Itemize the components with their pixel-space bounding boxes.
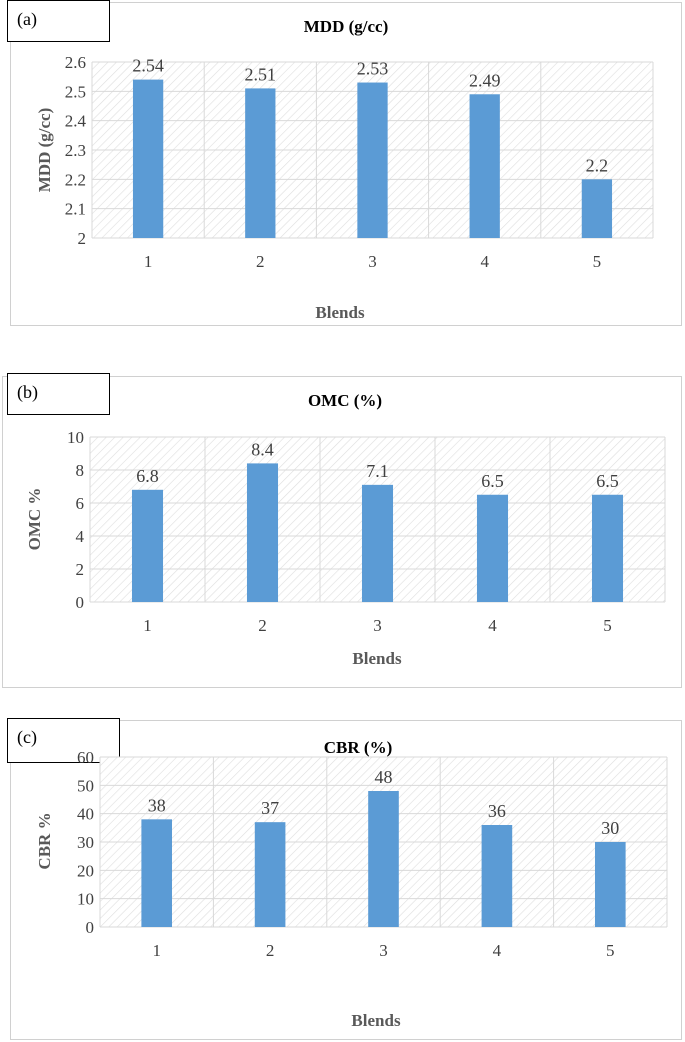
y-tick-label: 2.3 bbox=[65, 141, 86, 160]
data-label: 2.2 bbox=[586, 155, 609, 175]
y-tick-label: 0 bbox=[86, 918, 95, 937]
y-tick-label: 2.5 bbox=[65, 82, 86, 101]
x-tick-label: 4 bbox=[493, 941, 502, 960]
data-label: 2.49 bbox=[469, 70, 501, 90]
y-axis-label: CBR % bbox=[35, 812, 54, 869]
x-tick-label: 3 bbox=[379, 941, 388, 960]
x-tick-label: 2 bbox=[266, 941, 275, 960]
chart-title: OMC (%) bbox=[308, 391, 382, 410]
x-tick-label: 5 bbox=[593, 252, 602, 271]
data-label: 2.54 bbox=[132, 56, 164, 76]
y-tick-label: 2.6 bbox=[65, 53, 86, 72]
x-tick-label: 5 bbox=[606, 941, 615, 960]
data-label: 38 bbox=[148, 795, 166, 815]
x-tick-label: 1 bbox=[152, 941, 161, 960]
data-label: 8.4 bbox=[251, 439, 274, 459]
bar bbox=[469, 94, 500, 239]
y-tick-label: 0 bbox=[76, 593, 85, 612]
y-tick-label: 2.2 bbox=[65, 170, 86, 189]
x-tick-label: 3 bbox=[368, 252, 377, 271]
y-tick-label: 2 bbox=[76, 560, 85, 579]
x-tick-label: 2 bbox=[258, 616, 267, 635]
y-axis-label: MDD (g/cc) bbox=[35, 108, 54, 193]
bar bbox=[594, 842, 626, 927]
bar bbox=[476, 494, 509, 602]
y-tick-label: 10 bbox=[67, 428, 84, 447]
y-tick-label: 6 bbox=[76, 494, 85, 513]
data-label: 6.5 bbox=[481, 471, 504, 491]
data-label: 6.5 bbox=[596, 471, 619, 491]
bar-chart-a: 2 2.1 2.2 2.3 2.4 2.5 2.6 2.54 1 2.51 2 2.53 3 2.49 4 2… bbox=[35, 17, 654, 322]
panel-tag-a: (a) bbox=[7, 0, 110, 42]
data-label: 48 bbox=[375, 767, 393, 787]
bar bbox=[361, 484, 394, 602]
x-tick-label: 3 bbox=[373, 616, 382, 635]
y-tick-label: 4 bbox=[76, 527, 85, 546]
data-label: 6.8 bbox=[136, 466, 159, 486]
x-tick-label: 4 bbox=[480, 252, 489, 271]
y-tick-label: 2 bbox=[78, 229, 87, 248]
x-tick-label: 2 bbox=[256, 252, 265, 271]
y-tick-label: 30 bbox=[77, 833, 94, 852]
y-axis-label: OMC % bbox=[25, 488, 44, 551]
bar bbox=[368, 791, 399, 927]
bar bbox=[481, 825, 513, 927]
panel-tag-b: (b) bbox=[7, 373, 110, 415]
chart-title: CBR (%) bbox=[324, 738, 392, 757]
y-tick-label: 8 bbox=[76, 461, 85, 480]
y-tick-label: 40 bbox=[77, 805, 94, 824]
x-tick-label: 1 bbox=[143, 616, 152, 635]
y-tick-label: 50 bbox=[77, 776, 94, 795]
data-label: 37 bbox=[261, 798, 279, 818]
y-tick-label: 60 bbox=[77, 748, 94, 767]
bar bbox=[245, 88, 276, 239]
bar bbox=[132, 79, 164, 238]
data-label: 30 bbox=[601, 818, 619, 838]
x-axis-label: Blends bbox=[351, 1011, 401, 1030]
x-tick-label: 4 bbox=[488, 616, 497, 635]
panel-tag-c: (c) bbox=[7, 718, 120, 763]
bar bbox=[141, 819, 173, 927]
data-label: 2.51 bbox=[245, 64, 277, 84]
data-label: 2.53 bbox=[357, 59, 389, 79]
bar bbox=[131, 489, 164, 602]
y-tick-label: 20 bbox=[77, 861, 94, 880]
data-label: 7.1 bbox=[366, 461, 389, 481]
bar bbox=[591, 494, 624, 602]
bar bbox=[246, 463, 279, 602]
y-tick-label: 2.1 bbox=[65, 200, 86, 219]
chart-title: MDD (g/cc) bbox=[304, 17, 389, 36]
x-axis-label: Blends bbox=[352, 649, 402, 668]
data-label: 36 bbox=[488, 801, 506, 821]
bar bbox=[581, 179, 613, 238]
y-tick-label: 2.4 bbox=[65, 112, 87, 131]
x-tick-label: 1 bbox=[144, 252, 153, 271]
bar bbox=[254, 822, 286, 927]
y-tick-label: 10 bbox=[77, 890, 94, 909]
bar bbox=[357, 82, 388, 239]
x-axis-label: Blends bbox=[315, 303, 365, 322]
x-tick-label: 5 bbox=[603, 616, 612, 635]
